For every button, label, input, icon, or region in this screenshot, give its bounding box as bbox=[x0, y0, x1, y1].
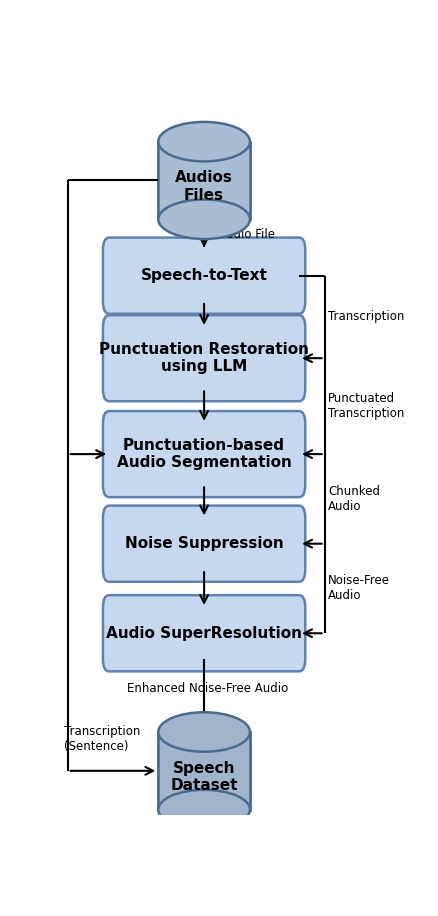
Text: Speech
Dataset: Speech Dataset bbox=[170, 760, 238, 793]
Text: Punctuation Restoration
using LLM: Punctuation Restoration using LLM bbox=[99, 342, 309, 375]
FancyBboxPatch shape bbox=[103, 411, 305, 497]
Text: Speech-to-Text: Speech-to-Text bbox=[141, 268, 268, 283]
Text: Transcription: Transcription bbox=[328, 311, 404, 323]
Text: Transcription
(Sentence): Transcription (Sentence) bbox=[64, 725, 141, 753]
Text: Noise Suppression: Noise Suppression bbox=[125, 536, 283, 551]
Text: Punctuated
Transcription: Punctuated Transcription bbox=[328, 392, 404, 420]
Text: Punctuation-based
Audio Segmentation: Punctuation-based Audio Segmentation bbox=[117, 438, 292, 470]
FancyBboxPatch shape bbox=[103, 506, 305, 582]
Ellipse shape bbox=[158, 200, 250, 239]
Text: Enhanced Noise-Free Audio: Enhanced Noise-Free Audio bbox=[127, 682, 288, 694]
Polygon shape bbox=[158, 142, 250, 219]
Ellipse shape bbox=[158, 790, 250, 829]
Ellipse shape bbox=[158, 122, 250, 161]
Text: Noise-Free
Audio: Noise-Free Audio bbox=[328, 574, 390, 603]
Text: Audio File: Audio File bbox=[218, 228, 275, 241]
Text: Audio SuperResolution: Audio SuperResolution bbox=[106, 626, 302, 641]
Ellipse shape bbox=[158, 713, 250, 752]
Text: Chunked
Audio: Chunked Audio bbox=[328, 485, 380, 513]
FancyBboxPatch shape bbox=[103, 315, 305, 401]
Text: Audios
Files: Audios Files bbox=[175, 170, 233, 202]
Polygon shape bbox=[158, 732, 250, 810]
FancyBboxPatch shape bbox=[103, 237, 305, 314]
FancyBboxPatch shape bbox=[103, 595, 305, 671]
